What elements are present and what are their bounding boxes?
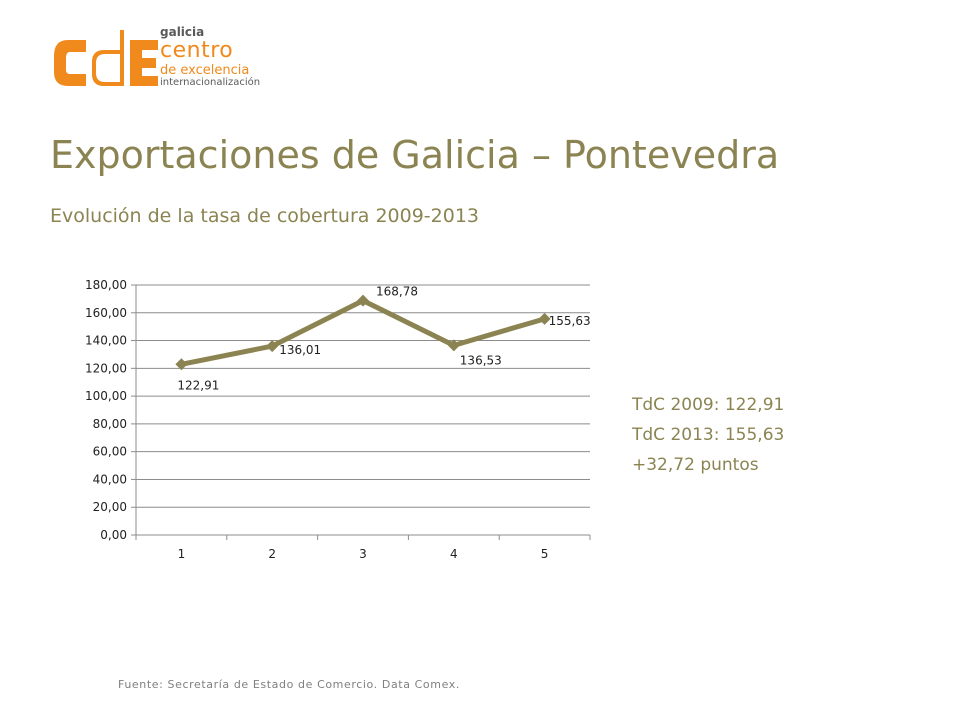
line-chart: 0,00 20,00 40,00 60,00 80,00 100,00 120,00 140,… <box>85 278 591 561</box>
source-note: Fuente: Secretaría de Estado de Comercio… <box>118 678 460 691</box>
x-tick-label: 3 <box>359 547 367 561</box>
y-tick-label: 180,00 <box>85 278 127 292</box>
data-point <box>175 358 188 371</box>
logo-cde-icon <box>54 30 158 86</box>
y-tick-label: 60,00 <box>93 445 127 459</box>
y-tick-label: 20,00 <box>93 500 127 514</box>
x-tick-label: 1 <box>178 547 186 561</box>
y-tick-label: 160,00 <box>85 306 127 320</box>
data-point <box>447 339 460 352</box>
y-tick-label: 120,00 <box>85 361 127 375</box>
data-label: 155,63 <box>549 314 591 328</box>
slide-subtitle: Evolución de la tasa de cobertura 2009-2… <box>50 205 480 227</box>
stat-tdc-2013: TdC 2013: 155,63 <box>632 425 785 445</box>
data-point <box>538 312 551 325</box>
logo-line-galicia: galicia <box>160 25 205 39</box>
slide-title: Exportaciones de Galicia – Pontevedra <box>50 133 780 177</box>
x-tick-label: 2 <box>268 547 276 561</box>
x-tick-label: 4 <box>450 547 458 561</box>
x-tick-label: 5 <box>541 547 549 561</box>
logo-line-internacionalizacion: internacionalización <box>160 77 261 88</box>
stats-panel: TdC 2009: 122,91 TdC 2013: 155,63 +32,72… <box>632 390 784 480</box>
y-tick-label: 140,00 <box>85 334 127 348</box>
data-point <box>266 340 279 353</box>
y-tick-label: 0,00 <box>100 528 127 542</box>
data-label: 122,91 <box>177 378 219 392</box>
stat-tdc-2009: TdC 2009: 122,91 <box>632 395 785 415</box>
logo-line-centro: centro <box>160 38 234 63</box>
logo-text: galicia centro de excelencia internacion… <box>160 26 270 88</box>
data-label: 136,01 <box>279 343 321 357</box>
logo: galicia centro de excelencia internacion… <box>48 26 268 96</box>
y-tick-label: 80,00 <box>93 417 127 431</box>
data-label: 168,78 <box>376 285 418 299</box>
data-point <box>357 294 369 307</box>
data-label: 136,53 <box>460 353 502 367</box>
stat-delta: +32,72 puntos <box>632 455 759 475</box>
y-tick-label: 40,00 <box>93 472 127 486</box>
logo-line-excelencia: de excelencia <box>160 63 250 78</box>
y-tick-label: 100,00 <box>85 389 127 403</box>
